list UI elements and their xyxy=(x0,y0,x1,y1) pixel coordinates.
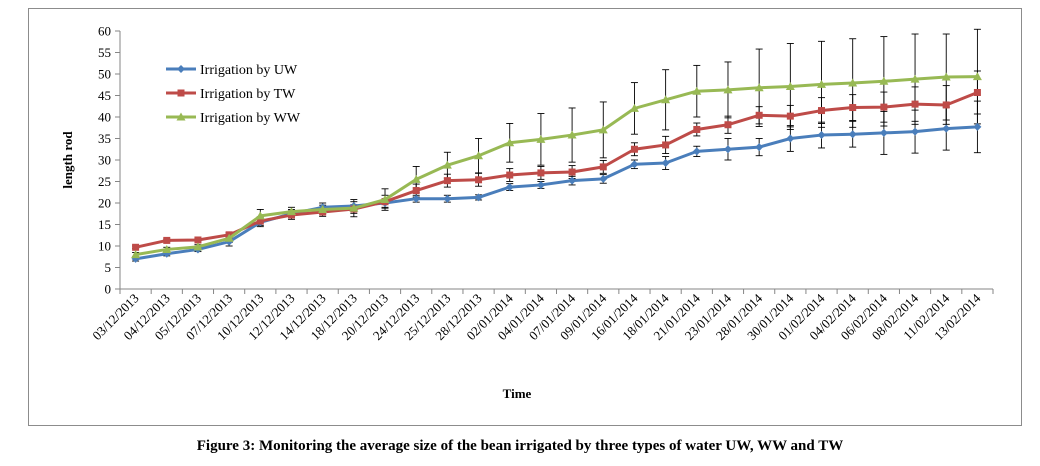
data-point xyxy=(567,130,577,139)
data-point xyxy=(318,204,328,213)
x-axis-title: Time xyxy=(503,386,532,401)
data-point xyxy=(193,242,203,251)
data-point xyxy=(880,103,888,111)
series-line-3 xyxy=(135,75,978,257)
y-tick-label: 60 xyxy=(98,24,111,39)
data-point xyxy=(256,217,264,225)
data-point xyxy=(786,134,795,143)
data-point xyxy=(442,160,452,169)
legend-label: Irrigation by UW xyxy=(200,63,298,78)
data-point xyxy=(568,176,577,185)
data-point xyxy=(630,160,639,169)
data-point xyxy=(785,81,795,90)
data-point xyxy=(505,138,515,147)
data-point xyxy=(537,169,545,177)
y-tick-label: 35 xyxy=(98,131,111,146)
data-point xyxy=(661,95,671,104)
legend-marker xyxy=(177,89,185,97)
data-point xyxy=(911,100,919,108)
data-point xyxy=(755,111,763,119)
data-point xyxy=(692,86,702,95)
data-point xyxy=(568,168,576,176)
data-point xyxy=(848,130,857,139)
data-point xyxy=(973,122,982,131)
data-point xyxy=(443,177,451,185)
data-point xyxy=(942,124,951,133)
y-axis-title: length rod xyxy=(60,131,75,189)
legend-marker xyxy=(176,112,186,121)
data-point xyxy=(662,141,670,149)
data-point xyxy=(910,74,920,83)
data-point xyxy=(661,159,670,168)
data-point xyxy=(817,131,826,140)
data-point xyxy=(224,233,234,242)
data-point xyxy=(848,78,858,87)
data-point xyxy=(973,88,981,96)
data-point xyxy=(630,145,638,153)
chart-frame xyxy=(28,8,1022,426)
data-point xyxy=(162,244,172,253)
data-point xyxy=(879,128,888,137)
data-point xyxy=(505,183,514,192)
data-point xyxy=(724,121,732,129)
data-point xyxy=(942,101,950,109)
series-lines xyxy=(131,72,982,263)
data-point xyxy=(506,171,514,179)
y-tick-label: 40 xyxy=(98,110,111,125)
data-point xyxy=(911,127,920,136)
series-line-2 xyxy=(135,91,978,249)
data-point xyxy=(755,143,764,152)
data-point xyxy=(255,211,265,220)
data-point xyxy=(598,125,608,134)
data-point xyxy=(629,103,639,112)
legend-label: Irrigation by TW xyxy=(200,87,296,102)
data-point xyxy=(817,79,827,88)
data-point xyxy=(286,207,296,216)
y-tick-label: 0 xyxy=(105,282,112,297)
data-point xyxy=(131,250,141,259)
data-point xyxy=(692,147,701,156)
y-tick-label: 20 xyxy=(98,196,111,211)
data-point xyxy=(941,72,951,81)
data-point xyxy=(443,194,452,203)
legend: Irrigation by UW Irrigation by TW Irrigati… xyxy=(166,63,301,126)
y-tick-label: 55 xyxy=(98,45,111,60)
data-point xyxy=(536,180,545,189)
figure-caption: Figure 3: Monitoring the average size of… xyxy=(196,438,844,454)
data-point xyxy=(474,193,483,202)
data-point xyxy=(972,72,982,81)
data-point xyxy=(380,195,390,204)
data-point xyxy=(818,107,826,115)
y-tick-label: 10 xyxy=(98,239,111,254)
data-point xyxy=(474,151,484,160)
data-point xyxy=(599,174,608,183)
y-tick-label: 50 xyxy=(98,67,111,82)
y-tick-label: 15 xyxy=(98,217,111,232)
y-tick-label: 5 xyxy=(105,260,112,275)
y-tick-label: 45 xyxy=(98,88,111,103)
data-point xyxy=(754,83,764,92)
data-point xyxy=(693,125,701,133)
data-point xyxy=(132,243,140,251)
data-point xyxy=(879,76,889,85)
data-point xyxy=(723,85,733,94)
data-point xyxy=(194,236,202,244)
data-point xyxy=(411,174,421,183)
data-point xyxy=(163,236,171,244)
data-point xyxy=(849,104,857,112)
data-point xyxy=(475,176,483,184)
legend-label: Irrigation by WW xyxy=(200,111,301,126)
data-point xyxy=(412,194,421,203)
y-tick-label: 30 xyxy=(98,153,111,168)
legend-marker xyxy=(177,65,185,73)
chart: 05101520253035404550556003/12/201304/12/… xyxy=(60,24,994,401)
data-point xyxy=(786,112,794,120)
data-point xyxy=(599,163,607,171)
data-point xyxy=(412,187,420,195)
y-tick-label: 25 xyxy=(98,174,111,189)
data-point xyxy=(349,203,359,212)
data-point xyxy=(536,134,546,143)
data-point xyxy=(723,145,732,154)
